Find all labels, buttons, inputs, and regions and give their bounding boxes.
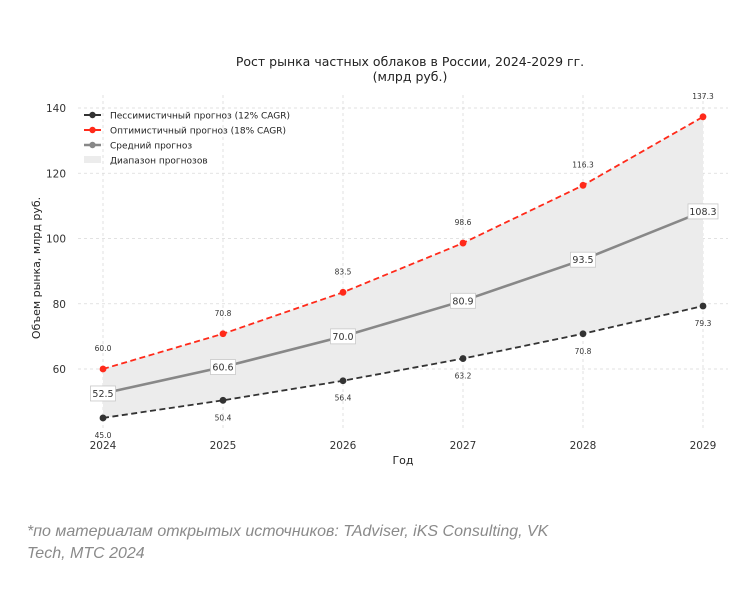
- y-tick-label: 100: [46, 234, 66, 246]
- data-point-optimistic: [219, 330, 227, 338]
- y-tick-label: 80: [53, 299, 66, 311]
- data-label-pessimistic: 63.2: [455, 372, 472, 381]
- x-axis-ticks: 2024 2025 2026 2027 2028 2029: [90, 440, 717, 452]
- range-band-area: [103, 116, 703, 418]
- series-line-average: [102, 210, 704, 395]
- data-point-pessimistic: [339, 377, 347, 385]
- data-label-box-average: [210, 359, 236, 375]
- legend-marker-pessimistic: [89, 111, 96, 119]
- y-axis-label: Объем рынка, млрд руб.: [30, 197, 43, 339]
- data-label-box-average: [450, 292, 476, 309]
- y-tick-label: 140: [46, 103, 66, 115]
- data-label-average: 80.9: [452, 296, 473, 307]
- grid-lines: [78, 95, 728, 430]
- legend: Пессимистичный прогноз (12% CAGR) Оптими…: [84, 112, 290, 167]
- data-labels: 60.0 70.8 83.5 98.6 116.3 137.3 45.0 50.4 56.4 63…: [90, 92, 719, 440]
- chart-subtitle: (млрд руб.): [373, 69, 448, 84]
- y-axis-ticks: 60 80 100 120 140: [46, 103, 66, 376]
- legend-item-range: Диапазон прогнозов: [84, 156, 208, 167]
- chart-title: Рост рынка частных облаков в России, 202…: [236, 54, 584, 69]
- data-label-pessimistic: 79.3: [695, 319, 712, 328]
- data-point-optimistic: [579, 181, 587, 189]
- data-label-box-average: [90, 385, 116, 402]
- x-tick-label: 2029: [690, 440, 717, 452]
- data-point-optimistic: [339, 288, 347, 296]
- forecast-range-band: [103, 116, 703, 418]
- data-label-average: 52.5: [92, 389, 113, 400]
- data-label-optimistic: 83.5: [335, 267, 352, 276]
- legend-item-optimistic: Оптимистичный прогноз (18% CAGR): [84, 127, 286, 137]
- legend-marker-average: [89, 141, 96, 149]
- y-tick-label: 120: [46, 168, 66, 180]
- x-tick-label: 2026: [330, 440, 357, 452]
- x-axis-label: Год: [392, 454, 413, 467]
- x-tick-label: 2028: [570, 440, 597, 452]
- data-label-box-average: [330, 328, 356, 345]
- data-label-average: 108.3: [689, 207, 716, 218]
- data-label-pessimistic: 56.4: [335, 394, 352, 403]
- legend-item-average: Средний прогноз: [84, 142, 192, 152]
- legend-label-optimistic: Оптимистичный прогноз (18% CAGR): [110, 127, 286, 137]
- data-label-optimistic: 60.0: [95, 344, 112, 353]
- x-tick-label: 2025: [210, 440, 237, 452]
- data-label-pessimistic: 45.0: [95, 431, 112, 440]
- series-line-optimistic: [102, 116, 704, 370]
- data-point-pessimistic: [459, 355, 467, 362]
- series-layer: [99, 113, 707, 422]
- y-tick-label: 60: [53, 364, 66, 376]
- x-tick-label: 2027: [450, 440, 477, 452]
- data-label-optimistic: 116.3: [572, 160, 594, 169]
- market-growth-chart: Рост рынка частных облаков в России, 202…: [30, 54, 728, 467]
- data-label-pessimistic: 70.8: [575, 347, 592, 356]
- data-point-optimistic: [99, 365, 107, 373]
- legend-label-average: Средний прогноз: [110, 142, 192, 152]
- data-label-box-average: [687, 203, 719, 220]
- legend-label-range: Диапазон прогнозов: [110, 157, 208, 167]
- legend-item-pessimistic: Пессимистичный прогноз (12% CAGR): [84, 112, 290, 122]
- x-tick-label: 2024: [90, 440, 117, 452]
- data-label-average: 70.0: [332, 332, 353, 343]
- data-point-pessimistic: [99, 414, 107, 422]
- data-point-pessimistic: [579, 330, 587, 338]
- data-point-pessimistic: [699, 302, 707, 310]
- source-footnote: *по материалам открытых источников: TAdv…: [27, 523, 549, 562]
- data-point-optimistic: [459, 239, 467, 247]
- data-label-optimistic: 70.8: [215, 309, 232, 318]
- data-label-pessimistic: 50.4: [215, 413, 232, 422]
- data-label-optimistic: 98.6: [455, 218, 472, 227]
- data-point-optimistic: [699, 113, 707, 121]
- data-point-pessimistic: [219, 396, 227, 404]
- data-label-optimistic: 137.3: [692, 92, 714, 101]
- legend-marker-optimistic: [89, 126, 96, 134]
- data-label-box-average: [570, 251, 596, 268]
- data-label-average: 60.6: [212, 363, 233, 374]
- legend-label-pessimistic: Пессимистичный прогноз (12% CAGR): [110, 112, 290, 122]
- series-line-pessimistic: [102, 305, 704, 419]
- data-label-average: 93.5: [572, 255, 593, 266]
- legend-swatch-range: [84, 156, 101, 163]
